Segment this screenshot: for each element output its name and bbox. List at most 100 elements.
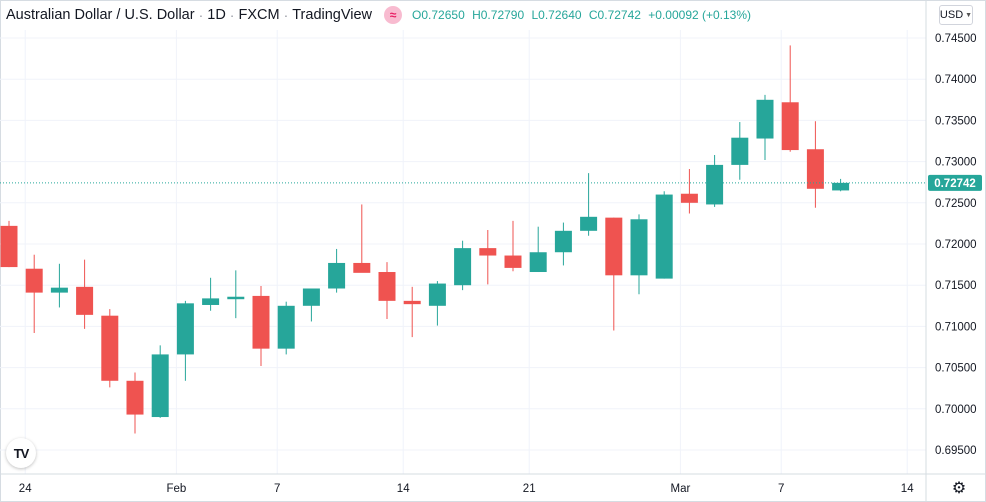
separator: ·: [229, 7, 235, 23]
time-tick-label: Feb: [166, 483, 186, 495]
candle[interactable]: [378, 262, 396, 319]
separator: ·: [198, 7, 204, 23]
candle[interactable]: [0, 220, 18, 268]
candle[interactable]: [252, 286, 270, 366]
time-tick-label: 7: [778, 483, 784, 495]
time-tick-label: 21: [523, 483, 536, 495]
close-value: C0.72742: [588, 8, 641, 22]
indicator-icon[interactable]: ≈: [384, 6, 403, 24]
candle-body: [504, 255, 522, 268]
time-tick-label: 24: [19, 483, 32, 495]
open-value: O0.72650: [412, 8, 465, 22]
candle-body: [832, 182, 850, 191]
time-tick-label: 14: [397, 483, 410, 495]
candle-body: [151, 354, 169, 418]
candle[interactable]: [655, 191, 673, 279]
logo-text: TV: [13, 445, 30, 461]
candle-body: [252, 295, 270, 349]
candle-body: [302, 288, 320, 306]
grid-lines: [0, 30, 926, 474]
candle[interactable]: [76, 259, 94, 329]
candle[interactable]: [302, 288, 320, 322]
candle-body: [454, 248, 472, 286]
symbol-title[interactable]: Australian Dollar / U.S. Dollar: [6, 7, 195, 23]
price-tick-label: 0.74000: [935, 74, 977, 86]
candle-body: [428, 283, 446, 306]
candle[interactable]: [529, 226, 547, 273]
candle-body: [580, 216, 598, 231]
candle[interactable]: [353, 204, 371, 273]
candle[interactable]: [176, 300, 194, 381]
candle[interactable]: [227, 270, 245, 319]
candle[interactable]: [454, 240, 472, 291]
candle[interactable]: [403, 286, 421, 338]
price-tick-label: 0.74500: [935, 33, 977, 45]
candle[interactable]: [101, 309, 119, 388]
candle-body: [655, 194, 673, 279]
candle[interactable]: [756, 94, 774, 160]
candle[interactable]: [50, 263, 68, 308]
candle[interactable]: [580, 173, 598, 236]
exchange-label: FXCM: [238, 7, 280, 23]
candle[interactable]: [277, 301, 295, 355]
ohlc-readout: O0.72650 H0.72790 L0.72640 C0.72742 +0.0…: [412, 8, 755, 22]
candle-body: [731, 137, 749, 165]
price-tick-label: 0.72500: [935, 198, 977, 210]
candle-body: [781, 102, 799, 151]
time-axis[interactable]: 24 Feb 7 14 21 Mar 7 14: [0, 473, 986, 495]
candle[interactable]: [25, 254, 43, 333]
candle-body: [403, 300, 421, 305]
candle[interactable]: [630, 214, 648, 295]
candle-body: [328, 262, 346, 289]
candle-body: [76, 286, 94, 315]
candle-body: [101, 315, 119, 381]
candle[interactable]: [151, 345, 169, 418]
candles: [0, 45, 850, 434]
gear-icon[interactable]: ⚙: [951, 480, 967, 497]
price-tick-label: 0.69500: [935, 445, 977, 457]
high-value: H0.72790: [472, 8, 525, 22]
candle[interactable]: [832, 178, 850, 192]
candle[interactable]: [781, 45, 799, 152]
candle-body: [50, 287, 68, 293]
candle[interactable]: [605, 217, 623, 331]
candle-body: [806, 149, 824, 189]
candle[interactable]: [202, 277, 220, 311]
time-tick-label: Mar: [670, 483, 690, 495]
price-axis[interactable]: 0.74500 0.74000 0.73500 0.73000 0.72500 0.720…: [925, 0, 977, 502]
candle-body: [25, 268, 43, 293]
candle[interactable]: [328, 248, 346, 293]
tradingview-logo[interactable]: TV: [6, 438, 36, 468]
candle[interactable]: [731, 122, 749, 180]
currency-button[interactable]: USD ▼: [939, 5, 973, 25]
candle[interactable]: [504, 220, 522, 272]
candle[interactable]: [126, 372, 144, 434]
chevron-down-icon: ▼: [965, 11, 973, 19]
price-tick-label: 0.70500: [935, 363, 977, 375]
price-tick-label: 0.73500: [935, 115, 977, 127]
candle[interactable]: [479, 229, 497, 285]
time-tick-label: 7: [274, 483, 280, 495]
last-price-tag: [928, 174, 982, 191]
candle[interactable]: [706, 155, 724, 207]
candle-body: [353, 262, 371, 273]
candle-body: [605, 217, 623, 276]
candle[interactable]: [554, 222, 572, 266]
candle[interactable]: [806, 121, 824, 208]
price-tick-label: 0.70000: [935, 404, 977, 416]
price-tick-label: 0.73000: [935, 157, 977, 169]
time-tick-label: 14: [901, 483, 914, 495]
price-tick-label: 0.71500: [935, 280, 977, 292]
candle-body: [479, 248, 497, 256]
price-tick-label: 0.71000: [935, 321, 977, 333]
candle-body: [756, 99, 774, 139]
candle-body: [0, 225, 18, 268]
candle-body: [680, 193, 698, 203]
candle[interactable]: [428, 281, 446, 326]
candle[interactable]: [680, 169, 698, 214]
interval-label[interactable]: 1D: [207, 7, 226, 23]
candle-body: [529, 252, 547, 273]
candle-body: [378, 272, 396, 301]
currency-label: USD: [939, 9, 964, 21]
